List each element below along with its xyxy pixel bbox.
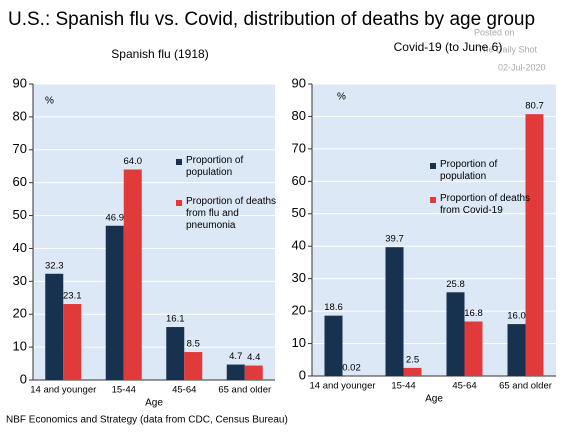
x-axis-label: Age (425, 394, 443, 405)
legend-label: Proportion of population (186, 155, 244, 178)
chart-subtitle: Spanish flu (1918) (111, 47, 208, 61)
x-tick-label: 14 and younger (30, 385, 96, 396)
data-label: 4.7 (229, 351, 242, 362)
y-tick-label: 50 (13, 207, 27, 222)
data-label: 16.0 (507, 311, 526, 322)
bar (105, 225, 124, 380)
y-tick-label: 30 (292, 270, 306, 285)
y-tick-label: 40 (13, 240, 27, 255)
unit-label: % (45, 96, 54, 107)
data-label: 39.7 (385, 234, 404, 245)
bar (123, 169, 142, 380)
y-tick-label: 20 (292, 303, 306, 318)
x-tick-label: 14 and younger (309, 381, 375, 392)
x-tick-label: 45-64 (172, 385, 196, 396)
y-tick-label: 70 (13, 141, 27, 156)
data-label: 4.4 (247, 352, 260, 363)
bar (63, 304, 82, 380)
data-label: 18.6 (324, 302, 343, 313)
legend-swatch (430, 197, 436, 203)
y-tick-label: 10 (292, 335, 306, 350)
watermark: 02-Jul-2020 (498, 62, 546, 72)
bar (446, 292, 465, 376)
y-tick-label: 90 (292, 75, 306, 90)
bar (525, 114, 544, 376)
source: NBF Economics and Strategy (data from CD… (6, 415, 288, 426)
y-tick-label: 50 (292, 205, 306, 220)
bar (244, 365, 263, 380)
y-tick-label: 0 (299, 367, 306, 382)
legend-label: Proportion of deaths from Covid-19 (440, 193, 531, 216)
bar (464, 321, 483, 376)
bar (403, 367, 422, 376)
y-tick-label: 0 (20, 371, 27, 386)
x-tick-label: 15-44 (391, 381, 415, 392)
watermark: The Daily Shot (478, 44, 538, 54)
y-tick-label: 90 (13, 75, 27, 90)
y-tick-label: 20 (13, 306, 27, 321)
legend-label: Proportion of population (440, 159, 498, 182)
data-label: 23.1 (63, 291, 82, 302)
y-tick-label: 60 (13, 174, 27, 189)
y-tick-label: 80 (13, 108, 27, 123)
legend-swatch (430, 163, 436, 169)
x-tick-label: 65 and older (218, 385, 271, 396)
y-tick-label: 80 (292, 108, 306, 123)
bar (385, 247, 404, 376)
data-label: 16.8 (464, 308, 483, 319)
data-label: 80.7 (525, 101, 544, 112)
bar (507, 324, 526, 376)
data-label: 8.5 (187, 339, 200, 350)
data-label: 2.5 (406, 354, 419, 365)
page-title: U.S.: Spanish flu vs. Covid, distributio… (8, 9, 535, 30)
legend-label: Proportion of deaths from flu and pneumo… (186, 196, 277, 231)
bar (184, 352, 203, 380)
data-label: 25.8 (446, 279, 465, 290)
y-tick-label: 10 (13, 339, 27, 354)
x-axis-label: Age (145, 398, 163, 409)
unit-label: % (337, 92, 346, 103)
bar (324, 315, 343, 376)
bar (45, 273, 64, 380)
chart-subtitle: Covid-19 (to June 6) (394, 40, 503, 54)
data-label: 32.3 (45, 260, 64, 271)
legend-swatch (176, 159, 182, 165)
x-tick-label: 15-44 (112, 385, 136, 396)
bar (226, 364, 245, 380)
y-tick-label: 30 (13, 273, 27, 288)
bar (166, 327, 185, 380)
x-tick-label: 65 and older (499, 381, 552, 392)
x-tick-label: 45-64 (452, 381, 476, 392)
y-tick-label: 70 (292, 140, 306, 155)
data-label: 16.1 (166, 314, 185, 325)
y-tick-label: 60 (292, 173, 306, 188)
data-label: 0.02 (342, 362, 361, 373)
y-tick-label: 40 (292, 238, 306, 253)
watermark: Posted on (474, 27, 515, 37)
legend-swatch (176, 200, 182, 206)
data-label: 64.0 (124, 156, 143, 167)
data-label: 46.9 (106, 212, 125, 223)
